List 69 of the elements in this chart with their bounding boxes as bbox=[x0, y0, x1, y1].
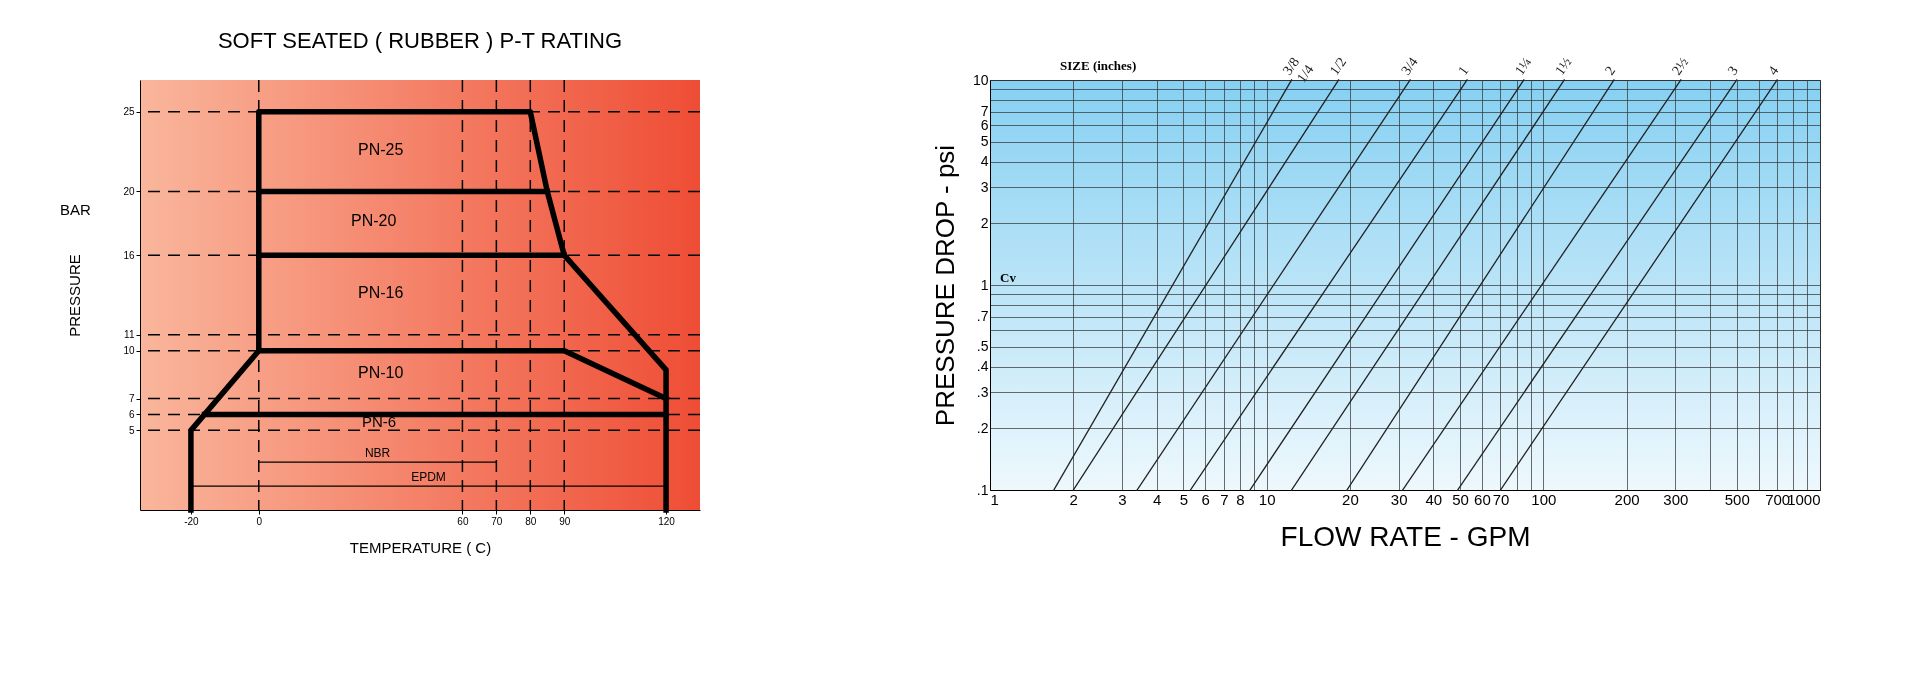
x-tick-label: 30 bbox=[1390, 490, 1408, 508]
y-tick-label: .5 bbox=[976, 338, 989, 355]
x-axis-title: TEMPERATURE ( C) bbox=[349, 538, 492, 556]
y-axis-title: PRESSURE DROP - psi bbox=[929, 144, 960, 427]
x-tick-label: 2 bbox=[1069, 490, 1078, 508]
y-tick-label: 7 bbox=[128, 393, 135, 405]
y-tick-label: 3 bbox=[980, 178, 989, 195]
y-tick-label: 16 bbox=[123, 249, 135, 261]
x-tick-label: 10 bbox=[1258, 490, 1276, 508]
annotation: PN-10 bbox=[358, 364, 404, 381]
x-tick-label: 8 bbox=[1236, 490, 1245, 508]
y-tick-label: .3 bbox=[976, 383, 989, 400]
y-tick-label: 1 bbox=[980, 276, 989, 293]
series-label: EPDM bbox=[411, 470, 446, 485]
y-axis-title: PRESSURE bbox=[66, 254, 84, 337]
series-label: NBR bbox=[364, 446, 391, 461]
x-tick-label: 90 bbox=[559, 515, 571, 527]
y-tick-label: 2 bbox=[980, 214, 989, 231]
y-tick-label: 10 bbox=[123, 345, 135, 357]
annotation: PN-6 bbox=[362, 413, 397, 430]
annotation: Cv bbox=[1000, 270, 1017, 285]
y-tick-label: 5 bbox=[980, 133, 989, 150]
y-tick-label: .1 bbox=[976, 481, 989, 498]
x-tick-label: 0 bbox=[256, 515, 263, 527]
text: 2 bbox=[1602, 63, 1619, 78]
text: 1 bbox=[1455, 63, 1472, 78]
y-tick-label: 6 bbox=[128, 408, 135, 420]
annotation: PN-25 bbox=[358, 141, 404, 158]
y-tick-label: 25 bbox=[123, 106, 135, 118]
y-tick-label: 11 bbox=[124, 329, 135, 341]
x-tick-label: 50 bbox=[1452, 490, 1469, 508]
x-tick-label: 300 bbox=[1663, 490, 1689, 508]
y-tick-label: .2 bbox=[976, 419, 989, 436]
x-tick-label: 6 bbox=[1201, 490, 1210, 508]
annotation: PN-16 bbox=[358, 284, 404, 301]
x-axis-title: FLOW RATE - GPM bbox=[1280, 520, 1531, 552]
y-tick-label: 20 bbox=[123, 185, 135, 197]
x-tick-label: 40 bbox=[1425, 490, 1443, 508]
text: 1½ bbox=[1552, 54, 1575, 78]
text: 4 bbox=[1765, 63, 1782, 78]
x-tick-label: 20 bbox=[1342, 490, 1359, 508]
text: 1¼ bbox=[1511, 54, 1535, 78]
x-tick-label: 200 bbox=[1614, 490, 1640, 508]
x-tick-label: 5 bbox=[1179, 490, 1189, 508]
x-tick-label: 60 bbox=[1474, 490, 1491, 508]
x-tick-label: 4 bbox=[1152, 490, 1162, 508]
x-tick-label: 60 bbox=[457, 515, 469, 527]
x-tick-label: 7 bbox=[1220, 490, 1229, 508]
y-tick-label: .7 bbox=[976, 308, 989, 325]
x-tick-label: -20 bbox=[184, 515, 200, 527]
x-tick-label: 100 bbox=[1531, 490, 1557, 508]
x-tick-label: 120 bbox=[658, 515, 676, 527]
y-tick-label: 4 bbox=[980, 153, 989, 170]
x-tick-label: 70 bbox=[491, 515, 503, 527]
x-tick-label: 70 bbox=[1492, 490, 1510, 508]
chart-title: SOFT SEATED ( RUBBER ) P-T RATING bbox=[217, 28, 623, 54]
text: BAR bbox=[60, 201, 92, 218]
annotation: PN-20 bbox=[351, 212, 397, 229]
text: 2½ bbox=[1668, 54, 1692, 78]
x-tick-label: 3 bbox=[1118, 490, 1127, 508]
text: 1/2 bbox=[1326, 54, 1350, 78]
y-tick-label: 5 bbox=[128, 424, 135, 436]
text: 3 bbox=[1724, 63, 1742, 78]
text: 3/4 bbox=[1398, 54, 1421, 78]
text: SIZE (inches) bbox=[1060, 58, 1137, 73]
y-tick-label: 10 bbox=[972, 71, 989, 88]
x-tick-label: 500 bbox=[1724, 490, 1750, 508]
x-tick-label: 80 bbox=[525, 515, 537, 527]
y-tick-label: .4 bbox=[976, 358, 989, 375]
